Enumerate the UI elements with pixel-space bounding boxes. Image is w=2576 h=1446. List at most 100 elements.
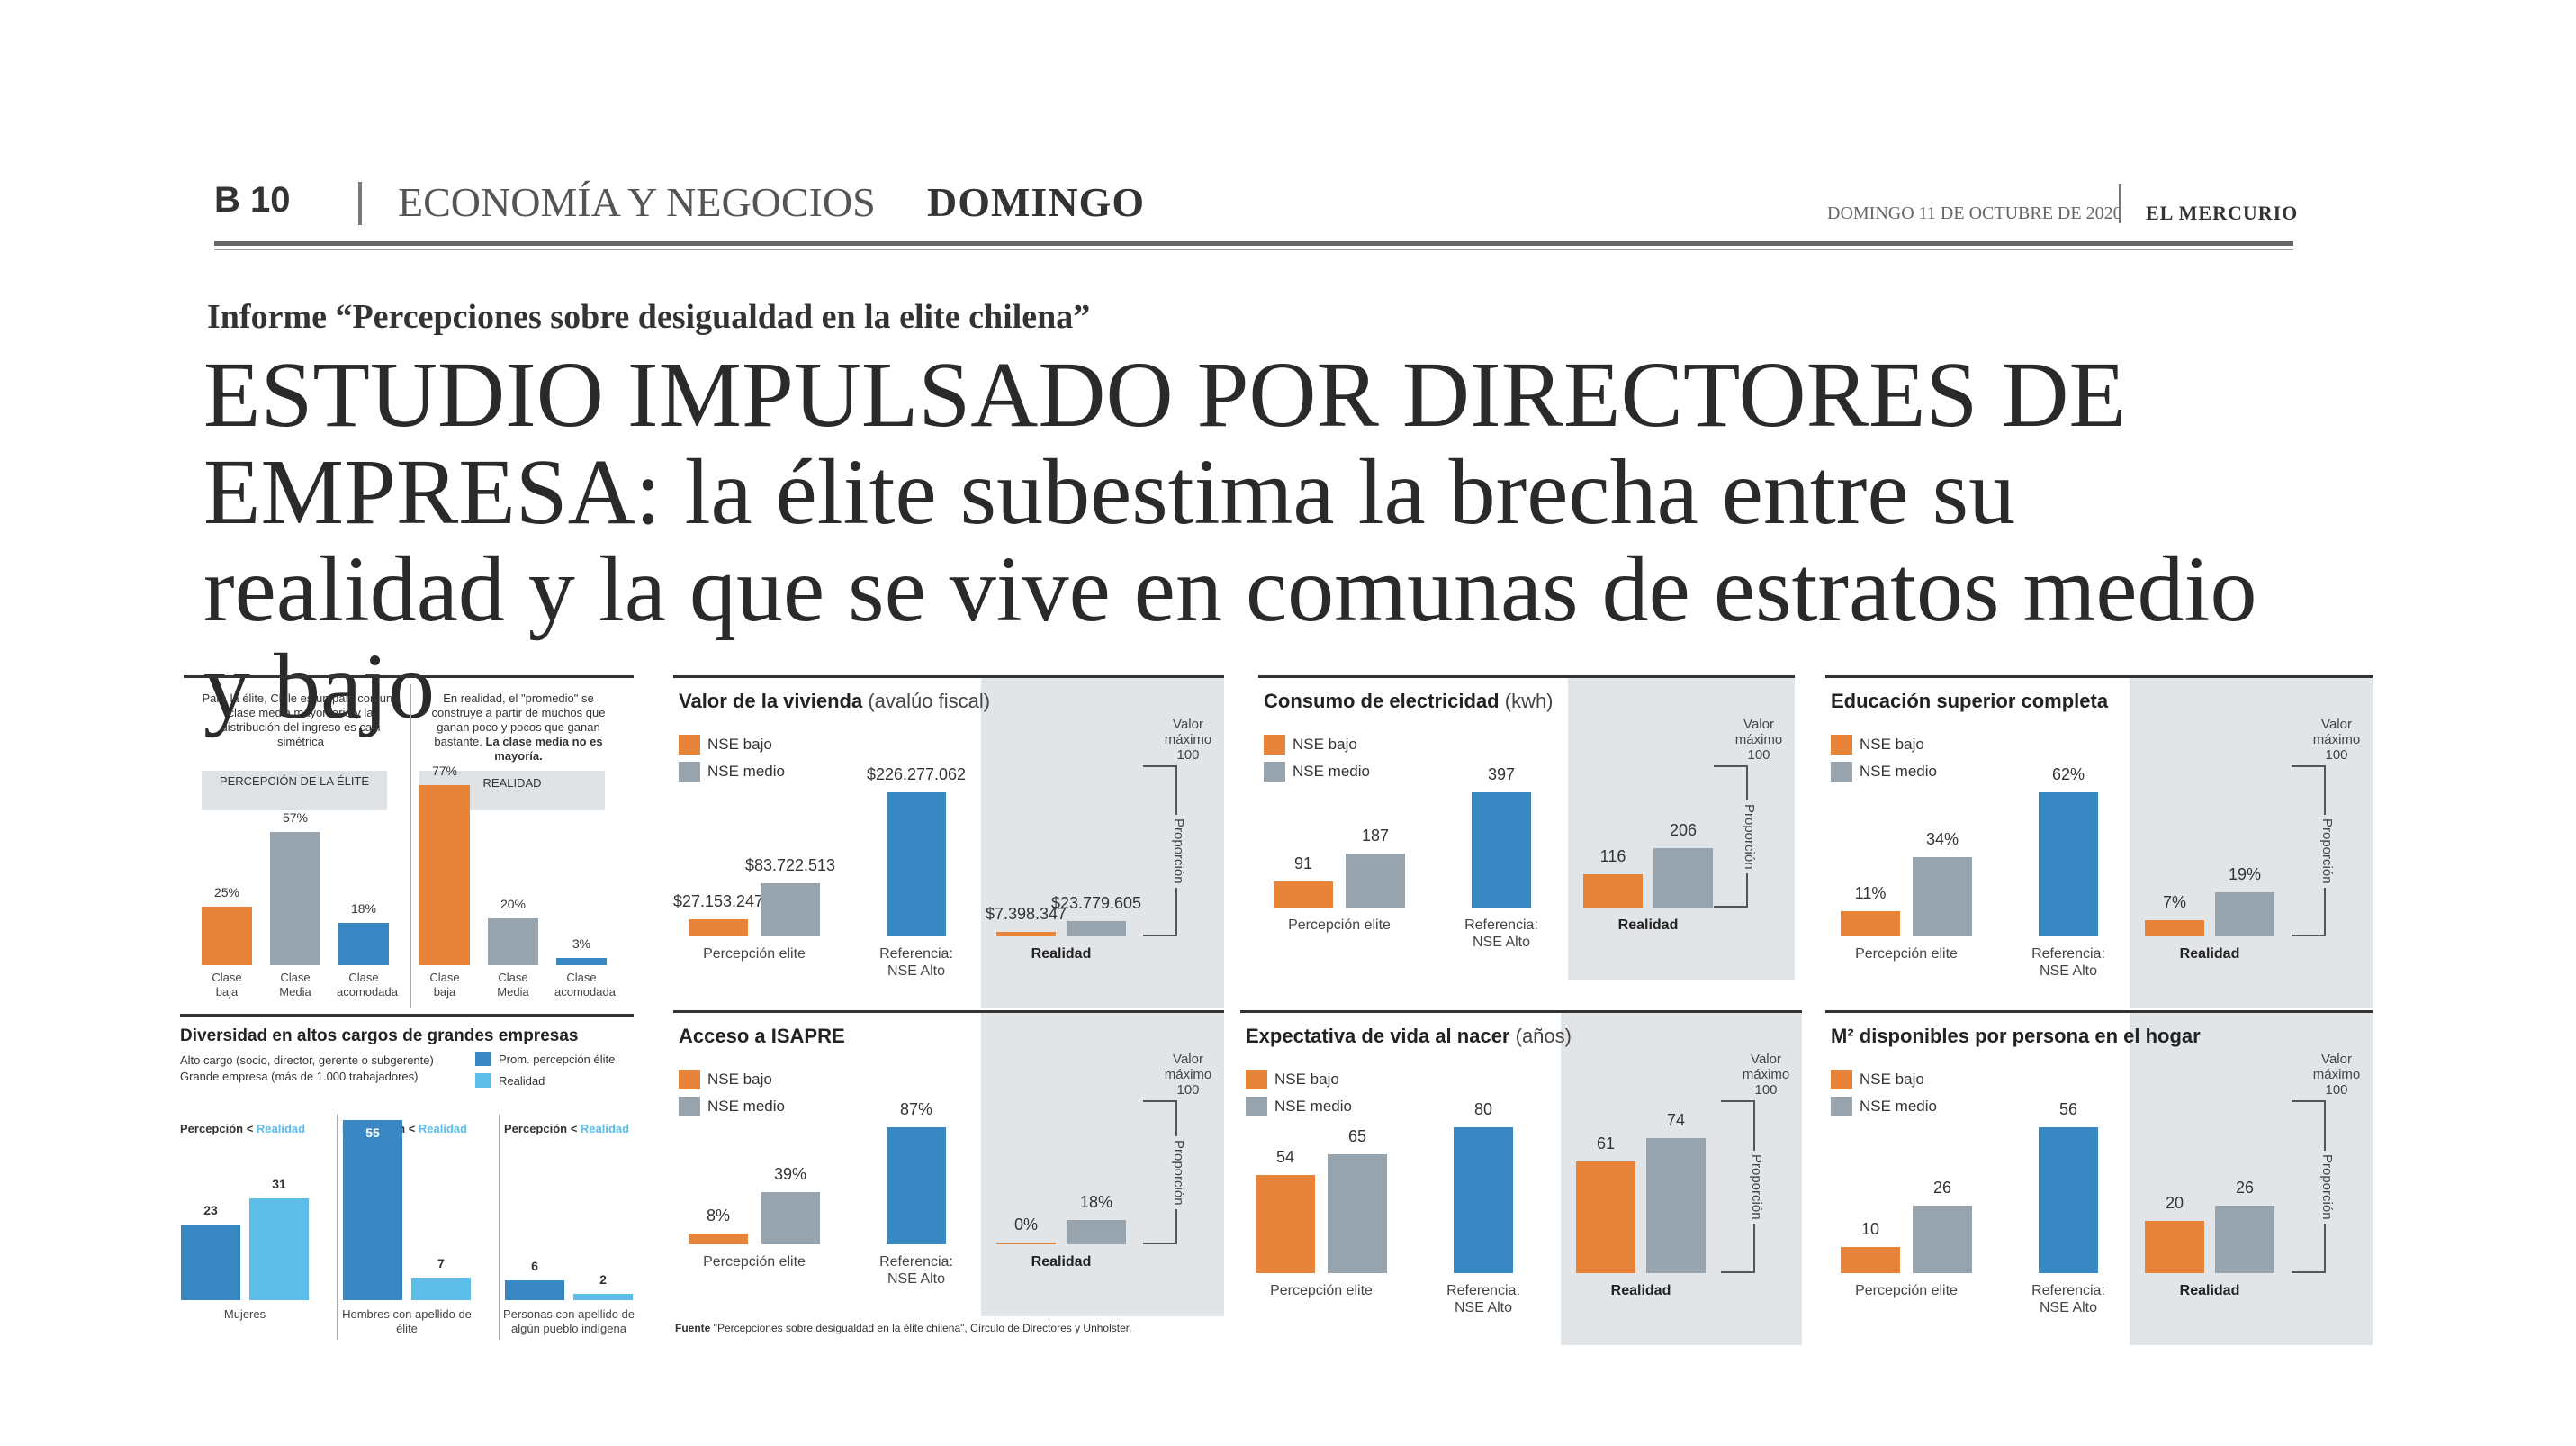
chart-title: Diversidad en altos cargos de grandes em… [180, 1026, 579, 1045]
bar-value-label: 7% [2162, 892, 2187, 911]
chart-bar [1841, 910, 1900, 936]
legend-label: NSE medio [1860, 763, 1937, 780]
bar-value-label: 56 [2058, 1100, 2078, 1118]
group-header: Percepción < Realidad [180, 1122, 305, 1136]
panel-rule [184, 675, 634, 678]
legend-label: NSE medio [707, 1098, 785, 1115]
chart-bar [505, 1280, 564, 1300]
chart-bar [1454, 1127, 1513, 1273]
chart-bar [202, 907, 252, 965]
bar-value-label: 80 [1473, 1100, 1493, 1118]
newspaper-name: EL MERCURIO [2146, 202, 2299, 224]
chart-unit: (avalúo fiscal) [862, 690, 991, 712]
bar-value-label: 25% [213, 885, 240, 900]
legend-item: NSE medio [1264, 762, 1370, 782]
bar-value-label: $226.277.062 [866, 765, 967, 783]
bar-value-label: 18% [350, 901, 377, 917]
issue-date: DOMINGO 11 DE OCTUBRE DE 2020 [1827, 203, 2122, 223]
bar-value-label: 39% [773, 1164, 807, 1183]
kicker: Informe “Percepciones sobre desigualdad … [207, 298, 1091, 336]
legend-label: NSE medio [707, 763, 785, 780]
bar-value-label: 54 [1275, 1147, 1295, 1166]
category-label: Percepción elite [1855, 946, 1958, 962]
group-header-symbol: < [567, 1122, 581, 1135]
category-label: Realidad [2179, 1283, 2240, 1298]
category-label: Clase acomodada [554, 971, 616, 999]
chart-bar [556, 958, 607, 965]
legend-label: NSE bajo [1293, 736, 1357, 753]
legend-label: NSE bajo [1860, 1071, 1924, 1088]
chart-bar [1067, 1220, 1126, 1244]
bar-value-label: $83.722.513 [744, 855, 836, 874]
legend-swatch [679, 1070, 700, 1089]
chart-bar [1328, 1154, 1387, 1273]
legend-label: NSE bajo [707, 736, 772, 753]
chart-bar [270, 831, 320, 965]
category-label: Personas con apellido de algún pueblo in… [503, 1307, 635, 1335]
category-label: Realidad [1031, 946, 1092, 962]
chart-title: Educación superior completa [1831, 690, 2109, 712]
panel-rule [1240, 1010, 1802, 1013]
proportion-label: Proporción [2318, 1151, 2337, 1224]
chart-bar [1346, 853, 1405, 908]
chart-bar [181, 1225, 240, 1300]
group-header-perception: Percepción [180, 1122, 244, 1135]
legend-item: Prom. percepción élite [475, 1052, 615, 1066]
bar-value-label: 20% [500, 897, 527, 912]
chart-bar [573, 1293, 633, 1300]
bar-value-label: 3% [572, 936, 591, 952]
category-label: Percepción elite [1270, 1283, 1373, 1298]
category-label: Referencia: NSE Alto [2031, 946, 2105, 979]
legend-swatch [475, 1052, 491, 1066]
chart-bar [761, 1191, 820, 1244]
group-header-reality: Realidad [256, 1122, 306, 1135]
legend-item: NSE bajo [1831, 1070, 1924, 1089]
bar-value-label: 26 [1932, 1178, 1952, 1197]
chart-bar [2039, 1127, 2098, 1273]
bar-value-label: 62% [2051, 765, 2085, 783]
chart-bar [411, 1277, 471, 1300]
group-header-perception: Percepción [504, 1122, 568, 1135]
legend-item: NSE medio [1831, 762, 1937, 782]
legend-swatch [1831, 1070, 1852, 1089]
legend-item: NSE bajo [679, 1070, 772, 1089]
legend-label: NSE bajo [1274, 1071, 1339, 1088]
panel-rule [1258, 675, 1795, 678]
chart-unit: (kwh) [1499, 690, 1554, 712]
bar-value-label: 26 [2235, 1178, 2255, 1197]
masthead-divider [358, 182, 362, 225]
legend-item: NSE medio [1246, 1097, 1352, 1116]
proportion-label: Proporción [2318, 815, 2337, 888]
category-label: Realidad [1617, 917, 1679, 933]
max-value-label: Valor máximo 100 [1742, 1052, 1790, 1098]
chart-unit: (años) [1509, 1025, 1572, 1047]
max-value-label: Valor máximo 100 [2312, 717, 2361, 763]
bar-value-label: 6 [531, 1259, 538, 1274]
legend-label: NSE medio [1860, 1098, 1937, 1115]
bar-value-label: $7.398.347 [985, 904, 1067, 923]
chart-bar [488, 918, 538, 965]
group-divider [337, 1115, 338, 1340]
chart-bar [887, 792, 946, 936]
bar-value-label: 20 [2165, 1194, 2184, 1213]
chart-bar [689, 1234, 748, 1244]
category-label: Referencia: NSE Alto [2031, 1283, 2105, 1315]
bar-value-label: 11% [1854, 883, 1887, 902]
category-label: Referencia: NSE Alto [1446, 1283, 1520, 1315]
bar-value-label: 31 [272, 1177, 286, 1192]
group-header-symbol: < [243, 1122, 257, 1135]
chart-bar [761, 882, 820, 936]
legend-swatch [1831, 735, 1852, 755]
max-value-label: Valor máximo 100 [1164, 1052, 1212, 1098]
legend-item: NSE medio [1831, 1097, 1937, 1116]
masthead-rule [214, 249, 2293, 250]
bar-value-label: 23 [203, 1203, 218, 1218]
bar-value-label: $23.779.605 [1050, 894, 1142, 913]
bar-value-label: 65 [1347, 1127, 1367, 1146]
legend-swatch [1831, 1097, 1852, 1116]
chart-title: Valor de la vivienda (avalúo fiscal) [679, 690, 991, 712]
masthead-divider [2119, 184, 2121, 223]
category-label: Clase baja [212, 971, 242, 999]
legend-label: NSE bajo [1860, 736, 1924, 753]
section-name: ECONOMÍA Y NEGOCIOS [398, 179, 876, 225]
